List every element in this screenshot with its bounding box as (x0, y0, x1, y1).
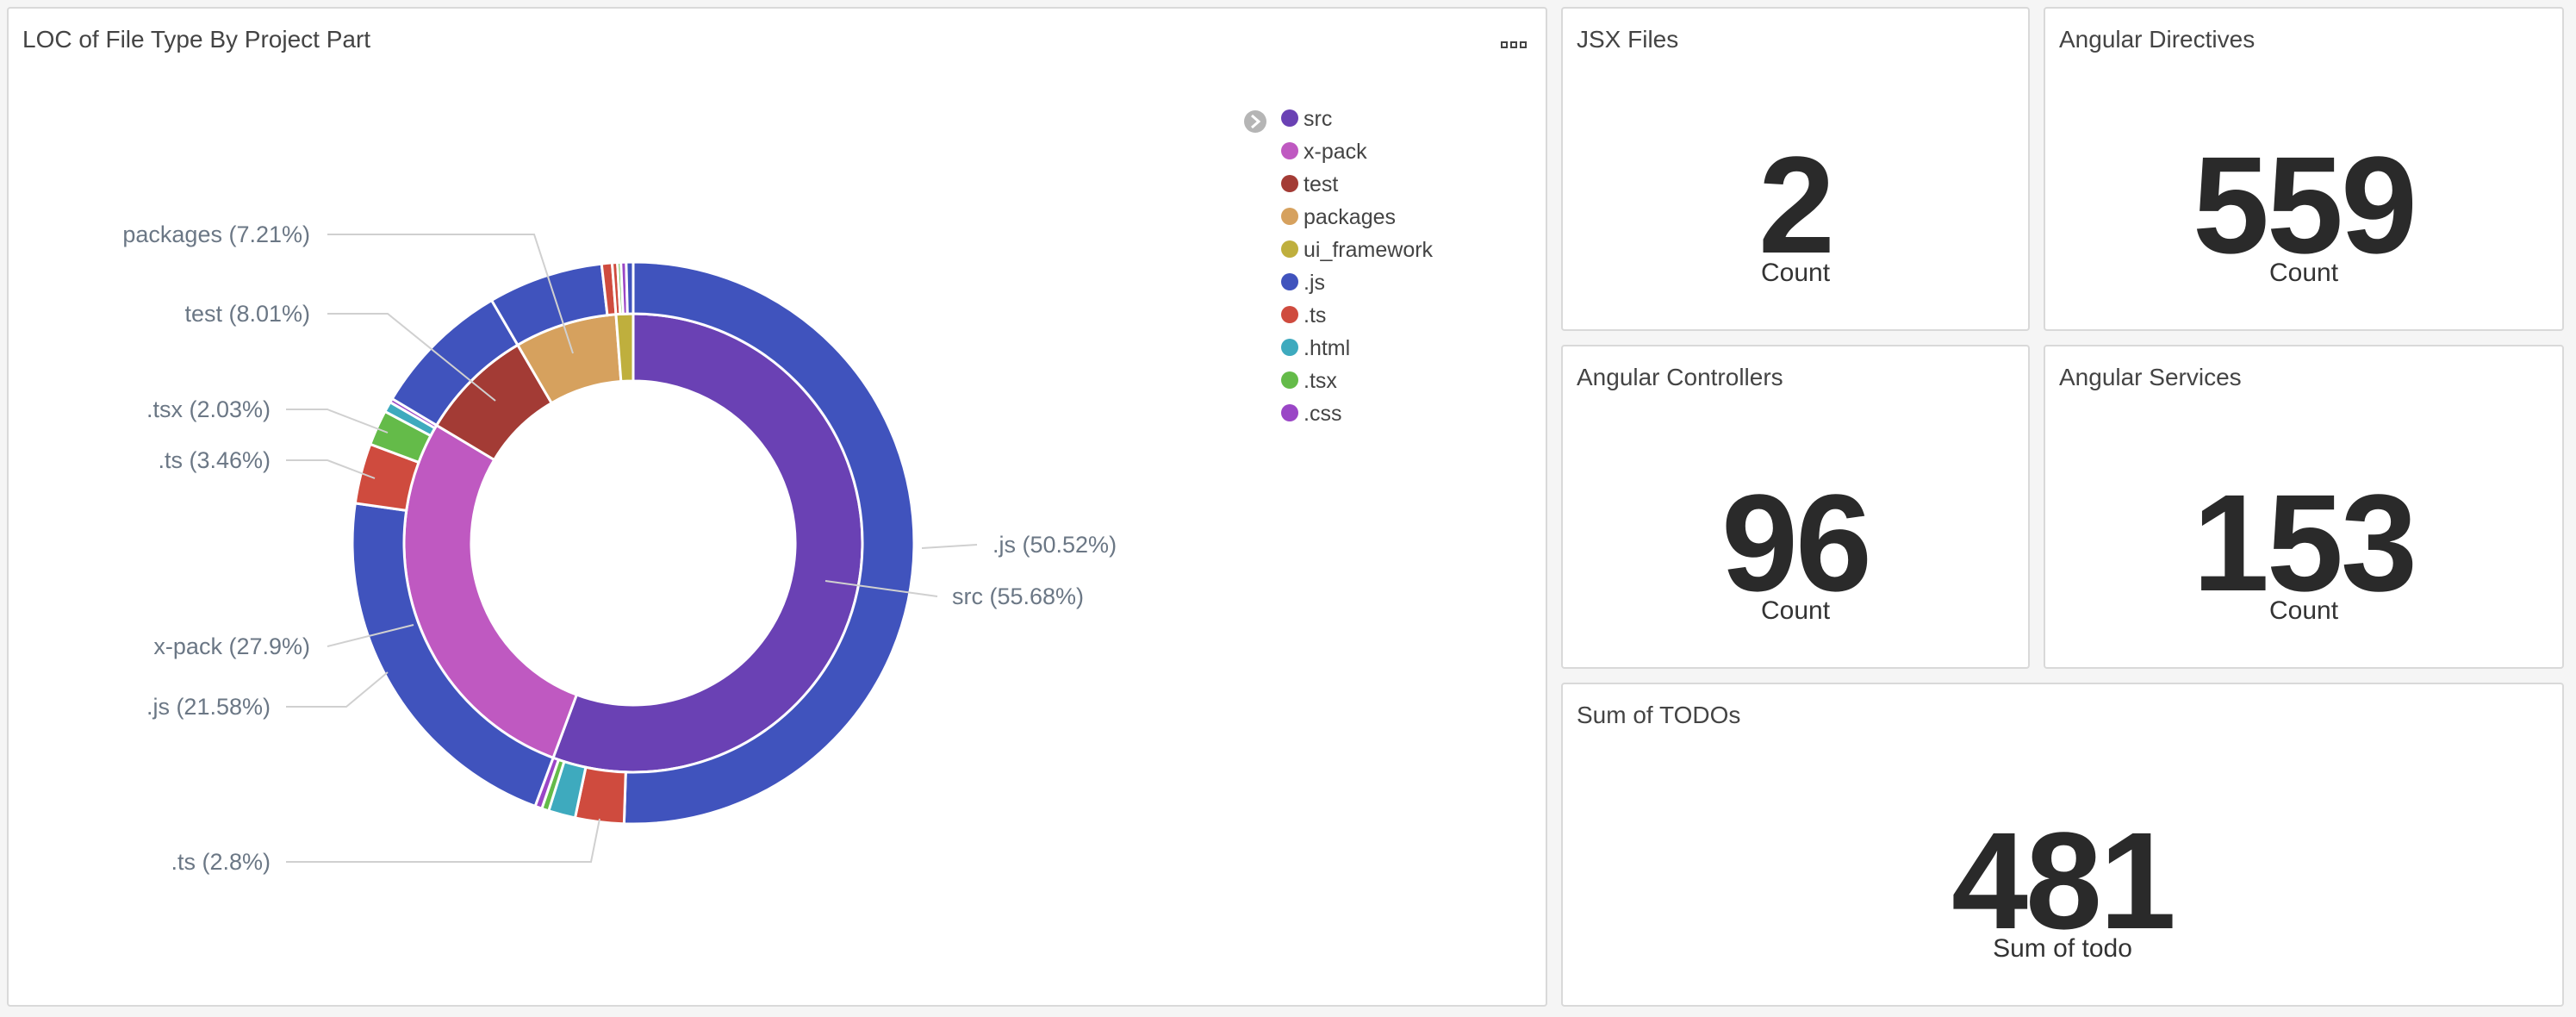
chart-panel: LOC of File Type By Project Part package… (7, 7, 1547, 1007)
legend-swatch (1281, 175, 1298, 192)
outer-slice-ui-framework-js[interactable] (625, 260, 635, 315)
label-leader-line (286, 459, 376, 479)
legend-label: test (1304, 172, 1338, 197)
legend-swatch (1281, 404, 1298, 421)
legend-item-html[interactable]: .html (1281, 336, 1350, 360)
label-leader-line (286, 409, 389, 434)
label-leader-line (286, 671, 389, 708)
metric-value: 559 (2193, 128, 2417, 282)
metric-panel-jsx-files: JSX Files 2 Count (1561, 7, 2030, 331)
legend-swatch (1281, 306, 1298, 323)
legend-label: .css (1304, 402, 1341, 426)
label-leader-line (327, 313, 496, 402)
outer-slice-src-js[interactable] (622, 260, 916, 826)
metric-title: Angular Controllers (1577, 364, 1783, 390)
legend-swatch (1281, 109, 1298, 127)
chart-panel-title: LOC of File Type By Project Part (22, 26, 371, 53)
metric-label: Sum of todo (1993, 934, 2132, 963)
legend-label: packages (1304, 205, 1396, 229)
legend-item-ts[interactable]: .ts (1281, 303, 1326, 328)
donut-chart: packages (7.21%) test (8.01%) .tsx (2.03%)… (122, 107, 1434, 875)
slice-label: .ts (3.46%) (158, 447, 271, 473)
legend-label: .html (1304, 336, 1350, 360)
slice-label: .ts (2.8%) (171, 849, 271, 875)
legend-toggle-icon[interactable] (1244, 110, 1266, 133)
legend-label: .js (1304, 271, 1325, 295)
metric-title: JSX Files (1577, 26, 1679, 53)
label-leader-line (824, 580, 938, 597)
legend-label: ui_framework (1304, 238, 1434, 262)
slice-label: .js (50.52%) (992, 532, 1117, 558)
metric-value: 96 (1721, 465, 1872, 620)
metric-label: Count (2268, 596, 2339, 625)
legend-swatch (1281, 273, 1298, 290)
legend-swatch (1281, 371, 1298, 389)
label-leader-line (286, 818, 600, 863)
legend-item-css[interactable]: .css (1281, 402, 1341, 426)
legend-item-js[interactable]: .js (1281, 271, 1325, 295)
metric-value: 153 (2193, 465, 2417, 620)
label-leader-line (327, 624, 414, 647)
legend-label: .tsx (1304, 369, 1337, 393)
metric-label: Count (2268, 259, 2339, 287)
label-leader-line (327, 234, 574, 354)
legend-item-test[interactable]: test (1281, 172, 1338, 197)
legend-item-x-pack[interactable]: x-pack (1281, 140, 1367, 164)
legend-swatch (1281, 208, 1298, 225)
metric-panel-sum-of-todos: Sum of TODOs 481 Sum of todo (1561, 683, 2564, 1007)
legend-item-ui-framework[interactable]: ui_framework (1281, 238, 1434, 262)
metric-title: Angular Directives (2059, 26, 2256, 53)
slice-label: .tsx (2.03%) (146, 396, 271, 422)
metric-panel-angular-controllers: Angular Controllers 96 Count (1561, 345, 2030, 669)
slice-label: src (55.68%) (952, 583, 1084, 609)
metric-label: Count (1760, 259, 1831, 287)
legend-swatch (1281, 339, 1298, 356)
legend-item-src[interactable]: src (1281, 107, 1332, 131)
metric-title: Angular Services (2059, 364, 2242, 390)
metric-value: 481 (1951, 803, 2176, 958)
legend-label: src (1304, 107, 1332, 131)
metric-panel-angular-services: Angular Services 153 Count (2044, 345, 2564, 669)
legend-label: .ts (1304, 303, 1326, 328)
panel-options-icon[interactable] (1501, 41, 1527, 48)
slice-label: x-pack (27.9%) (153, 633, 310, 659)
metric-label: Count (1760, 596, 1831, 625)
label-leader-line (921, 544, 978, 549)
legend-swatch (1281, 240, 1298, 258)
slice-label: .js (21.58%) (146, 694, 271, 720)
legend-item-packages[interactable]: packages (1281, 205, 1396, 229)
legend-item-tsx[interactable]: .tsx (1281, 369, 1337, 393)
metric-value: 2 (1758, 128, 1835, 282)
legend-swatch (1281, 142, 1298, 159)
metric-title: Sum of TODOs (1577, 702, 1741, 728)
legend-label: x-pack (1304, 140, 1367, 164)
slice-label: test (8.01%) (184, 301, 310, 327)
slice-label: packages (7.21%) (122, 221, 310, 247)
metric-panel-angular-directives: Angular Directives 559 Count (2044, 7, 2564, 331)
